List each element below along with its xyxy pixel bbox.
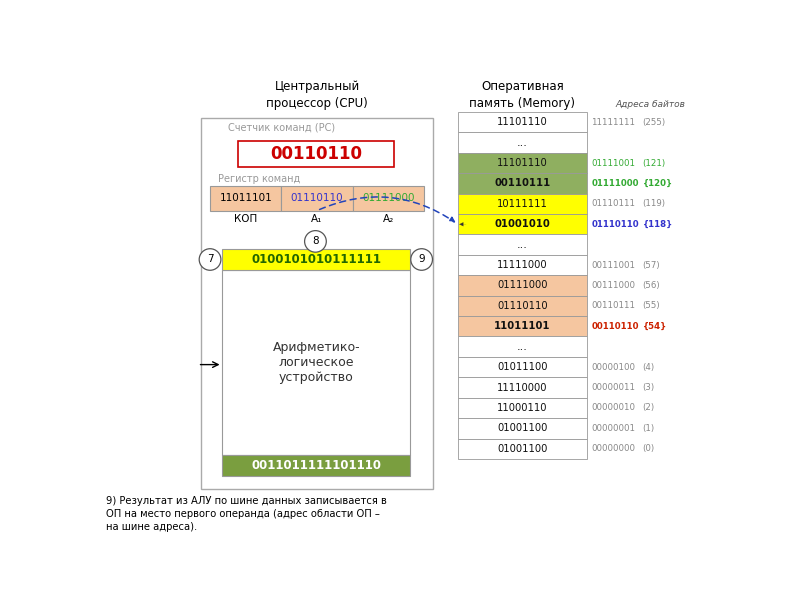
Text: 00000000: 00000000 xyxy=(591,444,635,453)
Bar xyxy=(238,141,394,167)
Text: 01001100: 01001100 xyxy=(497,444,547,454)
Text: 01110110: 01110110 xyxy=(497,301,548,311)
Bar xyxy=(458,398,586,418)
Text: 01011100: 01011100 xyxy=(497,362,548,372)
Circle shape xyxy=(199,249,221,270)
Text: А₂: А₂ xyxy=(382,214,394,224)
Bar xyxy=(458,153,586,173)
Text: 00111001: 00111001 xyxy=(591,260,635,269)
Text: 11111000: 11111000 xyxy=(497,260,548,270)
Bar xyxy=(282,186,353,211)
Bar xyxy=(458,112,586,133)
Bar xyxy=(353,186,424,211)
Text: 01111000: 01111000 xyxy=(591,179,639,188)
Circle shape xyxy=(305,230,326,252)
Text: (56): (56) xyxy=(642,281,660,290)
Text: 01110110: 01110110 xyxy=(290,193,343,203)
Text: (4): (4) xyxy=(642,362,654,371)
Text: {118}: {118} xyxy=(642,220,673,229)
Text: (255): (255) xyxy=(642,118,666,127)
Bar xyxy=(201,118,434,490)
Text: (3): (3) xyxy=(642,383,654,392)
Text: {120}: {120} xyxy=(642,179,673,188)
Bar xyxy=(458,296,586,316)
Bar xyxy=(458,133,586,153)
Text: 10111111: 10111111 xyxy=(497,199,548,209)
Text: ...: ... xyxy=(517,341,528,352)
Text: 00000010: 00000010 xyxy=(591,403,635,412)
Text: Оперативная
память (Memory): Оперативная память (Memory) xyxy=(470,80,575,110)
Text: (2): (2) xyxy=(642,403,654,412)
Bar xyxy=(458,194,586,214)
Bar xyxy=(458,173,586,194)
Text: 11011101: 11011101 xyxy=(219,193,272,203)
Text: 01111000: 01111000 xyxy=(362,193,414,203)
Text: (119): (119) xyxy=(642,199,666,208)
Bar xyxy=(458,439,586,459)
Bar xyxy=(458,418,586,439)
Text: 00111000: 00111000 xyxy=(591,281,635,290)
Text: 00000001: 00000001 xyxy=(591,424,635,433)
Text: 00110110: 00110110 xyxy=(591,322,639,331)
Text: 11110000: 11110000 xyxy=(497,383,548,392)
Text: 01110111: 01110111 xyxy=(591,199,635,208)
Text: (57): (57) xyxy=(642,260,660,269)
Text: А₁: А₁ xyxy=(311,214,322,224)
Text: 0100101010111111: 0100101010111111 xyxy=(251,253,382,266)
Text: 8: 8 xyxy=(312,236,318,247)
Text: 01001100: 01001100 xyxy=(497,424,547,433)
Bar xyxy=(210,186,282,211)
Text: 11101110: 11101110 xyxy=(497,158,548,168)
Text: 0011011111101110: 0011011111101110 xyxy=(251,460,382,472)
Bar xyxy=(458,275,586,296)
Text: 11101110: 11101110 xyxy=(497,117,548,127)
Bar xyxy=(222,270,410,455)
Bar xyxy=(222,249,410,270)
Text: 01111001: 01111001 xyxy=(591,158,635,167)
Bar xyxy=(458,255,586,275)
Text: КОП: КОП xyxy=(234,214,258,224)
Text: (121): (121) xyxy=(642,158,666,167)
Text: 00110111: 00110111 xyxy=(494,178,550,188)
Text: (1): (1) xyxy=(642,424,654,433)
Circle shape xyxy=(410,249,433,270)
Text: 01001010: 01001010 xyxy=(494,219,550,229)
Bar xyxy=(458,377,586,398)
Text: ...: ... xyxy=(517,239,528,250)
Text: (0): (0) xyxy=(642,444,654,453)
Text: 00110111: 00110111 xyxy=(591,301,635,310)
Text: 9) Результат из АЛУ по шине данных записывается в
ОП на место первого операнда (: 9) Результат из АЛУ по шине данных запис… xyxy=(106,496,387,532)
Bar xyxy=(458,357,586,377)
Text: 00110110: 00110110 xyxy=(270,145,362,163)
Text: 11000110: 11000110 xyxy=(497,403,548,413)
Bar xyxy=(222,455,410,476)
Text: Арифметико-
логическое
устройство: Арифметико- логическое устройство xyxy=(273,341,360,384)
Text: ...: ... xyxy=(517,137,528,148)
Text: 7: 7 xyxy=(206,254,214,265)
Text: 9: 9 xyxy=(418,254,425,265)
Text: 11111111: 11111111 xyxy=(591,118,635,127)
Text: Регистр команд: Регистр команд xyxy=(218,173,300,184)
Text: 11011101: 11011101 xyxy=(494,321,550,331)
Bar xyxy=(458,337,586,357)
Text: 00000011: 00000011 xyxy=(591,383,635,392)
Bar xyxy=(458,235,586,255)
Bar xyxy=(458,214,586,235)
Text: {54}: {54} xyxy=(642,322,666,331)
Text: Счетчик команд (PC): Счетчик команд (PC) xyxy=(228,122,335,132)
Bar xyxy=(458,316,586,337)
Text: (55): (55) xyxy=(642,301,660,310)
Text: Адреса байтов: Адреса байтов xyxy=(615,100,685,109)
Text: 00000100: 00000100 xyxy=(591,362,635,371)
Text: Центральный
процессор (CPU): Центральный процессор (CPU) xyxy=(266,80,368,110)
Text: 01111000: 01111000 xyxy=(497,280,548,290)
Text: 01110110: 01110110 xyxy=(591,220,639,229)
